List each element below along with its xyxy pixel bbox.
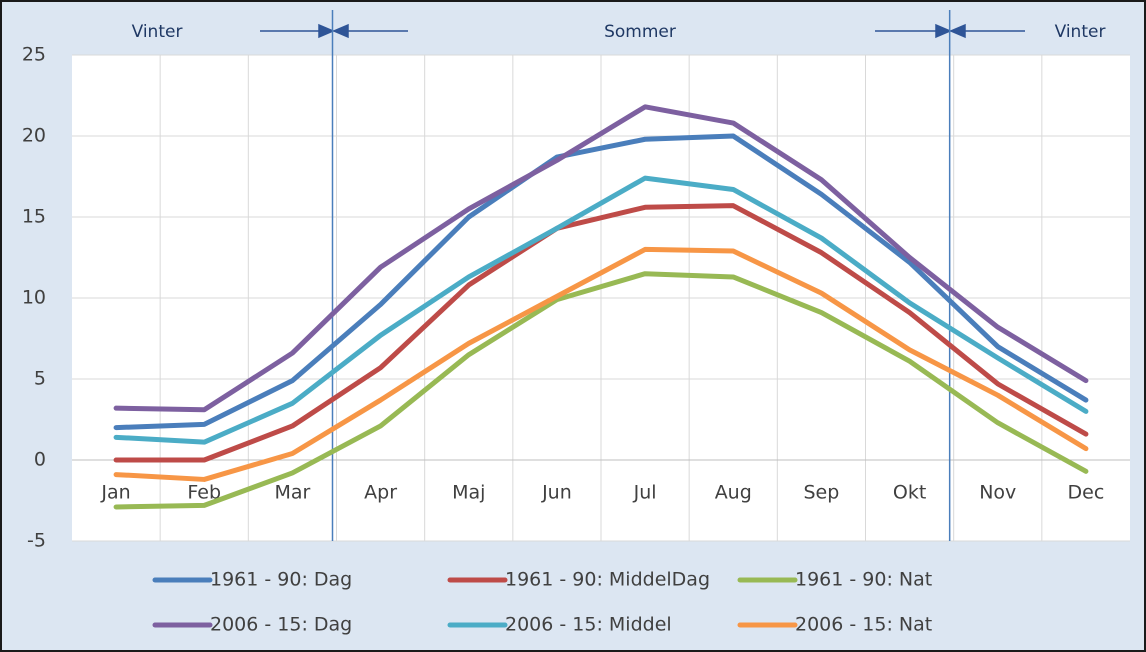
arrow-head [949, 23, 966, 39]
x-tick-label: Apr [364, 482, 397, 504]
x-tick-label: Aug [715, 482, 752, 504]
arrow-head [318, 23, 335, 39]
legend-label: 1961 - 90: Nat [795, 569, 932, 591]
y-tick-label: 0 [34, 449, 46, 471]
legend-label: 2006 - 15: Dag [210, 614, 352, 636]
x-tick-label: Jan [100, 482, 130, 504]
x-tick-label: Maj [452, 482, 485, 504]
y-tick-label: 20 [22, 125, 46, 147]
legend-label: 1961 - 90: MiddelDag [505, 569, 710, 591]
x-tick-label: Okt [893, 482, 926, 504]
legend-label: 1961 - 90: Dag [210, 569, 352, 591]
x-tick-label: Jul [633, 482, 657, 504]
arrows [260, 23, 1025, 39]
x-tick-label: Nov [979, 482, 1016, 504]
series-line [113, 104, 1089, 413]
series-line [113, 246, 1089, 482]
annotation: Sommer [604, 22, 676, 42]
y-tick-label: 5 [34, 368, 46, 390]
legend-label: 2006 - 15: Middel [505, 614, 672, 636]
arrow-head [332, 23, 349, 39]
x-tick-label: Mar [274, 482, 310, 504]
legend-label: 2006 - 15: Nat [795, 614, 932, 636]
arrow-head [935, 23, 952, 39]
x-tick-label: Dec [1068, 482, 1105, 504]
annotation: Vinter [132, 22, 183, 42]
series-line [113, 133, 1089, 431]
y-tick-label: -5 [27, 530, 46, 552]
x-tick-label: Jun [541, 482, 572, 504]
series-line [113, 175, 1089, 445]
annotation: Vinter [1055, 22, 1106, 42]
y-tick-label: 25 [22, 44, 46, 66]
y-tick-label: 15 [22, 206, 46, 228]
x-tick-label: Feb [187, 482, 221, 504]
y-tick-label: 10 [22, 287, 46, 309]
series-line [113, 271, 1089, 510]
series-line [113, 203, 1089, 463]
x-tick-label: Sep [804, 482, 840, 504]
